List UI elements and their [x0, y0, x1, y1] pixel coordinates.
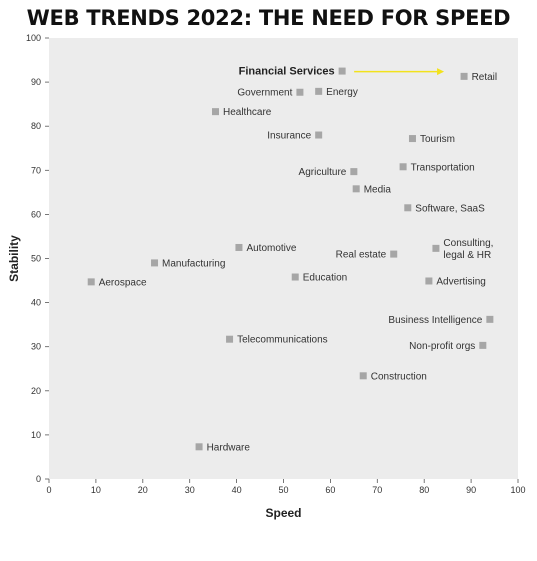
plot-area [49, 38, 518, 479]
data-point [408, 135, 416, 143]
y-tick-label: 60 [31, 209, 41, 219]
data-point-label: Automotive [246, 243, 296, 254]
x-tick-label: 90 [466, 485, 476, 495]
data-point [87, 278, 95, 286]
data-point-label: Business Intelligence [388, 315, 482, 326]
data-point [195, 443, 203, 451]
data-point [315, 87, 323, 95]
x-tick-label: 0 [46, 485, 51, 495]
x-tick-label: 50 [278, 485, 288, 495]
data-point-label: Media [364, 184, 392, 195]
data-point-label: Education [303, 273, 347, 284]
data-point-label: Transportation [411, 162, 475, 173]
data-point-label: Telecommunications [237, 335, 328, 346]
data-point-label: Consulting, legal & HR [443, 238, 493, 261]
x-tick-label: 30 [185, 485, 195, 495]
y-tick-label: 20 [31, 386, 41, 396]
y-tick-label: 50 [31, 254, 41, 264]
data-point [479, 341, 487, 349]
data-point-label: Manufacturing [162, 258, 225, 269]
data-point [296, 88, 304, 96]
data-point [432, 244, 440, 252]
y-tick-label: 40 [31, 298, 41, 308]
y-tick-label: 10 [31, 430, 41, 440]
data-point-label: Real estate [336, 250, 387, 261]
y-tick-label: 100 [26, 33, 41, 43]
data-point [211, 108, 219, 116]
data-point [315, 131, 323, 139]
x-tick-label: 80 [419, 485, 429, 495]
y-tick-label: 30 [31, 342, 41, 352]
data-point [338, 67, 346, 75]
data-point [350, 168, 358, 176]
data-point [291, 273, 299, 281]
y-tick-label: 80 [31, 121, 41, 131]
x-tick-label: 40 [232, 485, 242, 495]
data-point [486, 315, 494, 323]
y-axis-label: Stability [7, 235, 21, 282]
data-point-label: Construction [371, 371, 427, 382]
data-point-label: Insurance [267, 131, 311, 142]
x-axis-label: Speed [265, 506, 301, 520]
x-tick-label: 60 [325, 485, 335, 495]
data-point-label: Aerospace [99, 277, 147, 288]
data-point-label: Hardware [207, 442, 251, 453]
data-point-label: Healthcare [223, 107, 272, 118]
data-point-label: Advertising [436, 276, 485, 287]
data-point [460, 72, 468, 80]
data-point [359, 372, 367, 380]
data-point [235, 243, 243, 251]
chart-title: WEB TRENDS 2022: THE NEED FOR SPEED [26, 6, 511, 30]
data-point-label: Tourism [420, 134, 455, 145]
data-point-label: Government [237, 88, 292, 99]
trend-arrow-head [437, 68, 445, 76]
data-point-label: Financial Services [239, 66, 335, 78]
data-point-label: Agriculture [299, 167, 347, 178]
data-point [151, 259, 159, 267]
data-point-label: Non-profit orgs [409, 341, 475, 352]
data-point-label: Energy [326, 87, 358, 98]
data-point [404, 204, 412, 212]
y-tick-label: 0 [36, 474, 41, 484]
data-point [352, 185, 360, 193]
x-tick-label: 100 [510, 485, 525, 495]
x-tick-label: 70 [372, 485, 382, 495]
y-tick-label: 70 [31, 165, 41, 175]
x-tick-label: 10 [91, 485, 101, 495]
data-point [390, 250, 398, 258]
data-point [399, 163, 407, 171]
data-point [425, 277, 433, 285]
data-point-label: Retail [472, 72, 498, 83]
x-tick-label: 20 [138, 485, 148, 495]
data-point [226, 335, 234, 343]
y-tick-label: 90 [31, 77, 41, 87]
data-point-label: Software, SaaS [415, 203, 485, 214]
